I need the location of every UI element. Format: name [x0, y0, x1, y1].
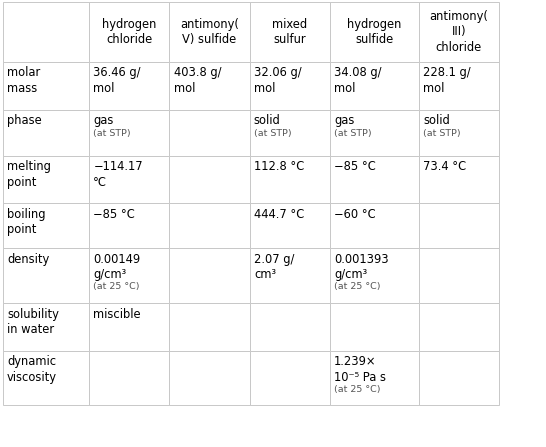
Text: gas: gas — [93, 114, 114, 127]
Bar — [330, 248, 419, 303]
Text: molar
mass: molar mass — [7, 66, 40, 95]
Bar — [169, 248, 250, 303]
Bar — [330, 203, 419, 248]
Text: dynamic
viscosity: dynamic viscosity — [7, 355, 57, 384]
Bar — [419, 110, 499, 156]
Text: (at STP): (at STP) — [93, 129, 131, 138]
Bar — [3, 351, 89, 405]
Bar — [330, 156, 419, 203]
Text: boiling
point: boiling point — [7, 208, 46, 236]
Text: phase: phase — [7, 114, 42, 127]
Bar — [169, 351, 250, 405]
Bar — [330, 351, 419, 405]
Text: melting
point: melting point — [7, 160, 51, 189]
Text: (at STP): (at STP) — [254, 129, 292, 138]
Text: gas: gas — [334, 114, 354, 127]
Bar — [3, 248, 89, 303]
Bar — [89, 303, 169, 351]
Bar — [250, 110, 330, 156]
Text: hydrogen
chloride: hydrogen chloride — [102, 18, 156, 46]
Bar — [419, 203, 499, 248]
Text: −60 °C: −60 °C — [334, 208, 376, 221]
Bar — [3, 156, 89, 203]
Bar — [250, 203, 330, 248]
Text: (at 25 °C): (at 25 °C) — [334, 385, 381, 394]
Text: 32.06 g/
mol: 32.06 g/ mol — [254, 66, 301, 95]
Text: 34.08 g/
mol: 34.08 g/ mol — [334, 66, 382, 95]
Bar — [3, 110, 89, 156]
Text: 2.07 g/
cm³: 2.07 g/ cm³ — [254, 253, 294, 281]
Bar — [169, 303, 250, 351]
Bar — [89, 110, 169, 156]
Text: 0.001393
g/cm³: 0.001393 g/cm³ — [334, 253, 389, 281]
Text: solid: solid — [423, 114, 450, 127]
Bar — [3, 203, 89, 248]
Bar — [419, 156, 499, 203]
Bar — [330, 303, 419, 351]
Text: miscible: miscible — [93, 308, 141, 320]
Text: 112.8 °C: 112.8 °C — [254, 160, 304, 173]
Bar — [250, 303, 330, 351]
Text: solubility
in water: solubility in water — [7, 308, 59, 336]
Bar — [169, 203, 250, 248]
Bar — [169, 110, 250, 156]
Text: 1.239×
10⁻⁵ Pa s: 1.239× 10⁻⁵ Pa s — [334, 355, 386, 384]
Bar — [169, 62, 250, 110]
Bar — [419, 62, 499, 110]
Text: (at 25 °C): (at 25 °C) — [93, 282, 140, 291]
Bar — [3, 62, 89, 110]
Text: (at 25 °C): (at 25 °C) — [334, 282, 381, 291]
Bar — [89, 156, 169, 203]
Text: −114.17
°C: −114.17 °C — [93, 160, 143, 189]
Bar — [3, 303, 89, 351]
Text: antimony(
III)
chloride: antimony( III) chloride — [430, 10, 488, 54]
Bar — [250, 2, 330, 62]
Bar — [169, 2, 250, 62]
Bar — [89, 351, 169, 405]
Text: density: density — [7, 253, 49, 266]
Text: solid: solid — [254, 114, 281, 127]
Text: 444.7 °C: 444.7 °C — [254, 208, 304, 221]
Bar — [89, 2, 169, 62]
Text: −85 °C: −85 °C — [93, 208, 135, 221]
Text: 0.00149
g/cm³: 0.00149 g/cm³ — [93, 253, 140, 281]
Text: (at STP): (at STP) — [423, 129, 461, 138]
Text: 228.1 g/
mol: 228.1 g/ mol — [423, 66, 471, 95]
Text: 73.4 °C: 73.4 °C — [423, 160, 466, 173]
Bar — [250, 156, 330, 203]
Bar — [419, 351, 499, 405]
Bar — [419, 2, 499, 62]
Bar — [89, 203, 169, 248]
Text: hydrogen
sulfide: hydrogen sulfide — [347, 18, 401, 46]
Bar — [330, 2, 419, 62]
Bar — [250, 351, 330, 405]
Text: −85 °C: −85 °C — [334, 160, 376, 173]
Bar — [169, 156, 250, 203]
Bar — [250, 248, 330, 303]
Text: (at STP): (at STP) — [334, 129, 372, 138]
Text: 36.46 g/
mol: 36.46 g/ mol — [93, 66, 141, 95]
Bar — [330, 62, 419, 110]
Text: mixed
sulfur: mixed sulfur — [272, 18, 307, 46]
Bar — [89, 248, 169, 303]
Bar — [3, 2, 89, 62]
Text: antimony(
V) sulfide: antimony( V) sulfide — [180, 18, 239, 46]
Bar — [89, 62, 169, 110]
Bar — [330, 110, 419, 156]
Bar — [419, 303, 499, 351]
Bar — [419, 248, 499, 303]
Bar — [250, 62, 330, 110]
Text: 403.8 g/
mol: 403.8 g/ mol — [174, 66, 221, 95]
